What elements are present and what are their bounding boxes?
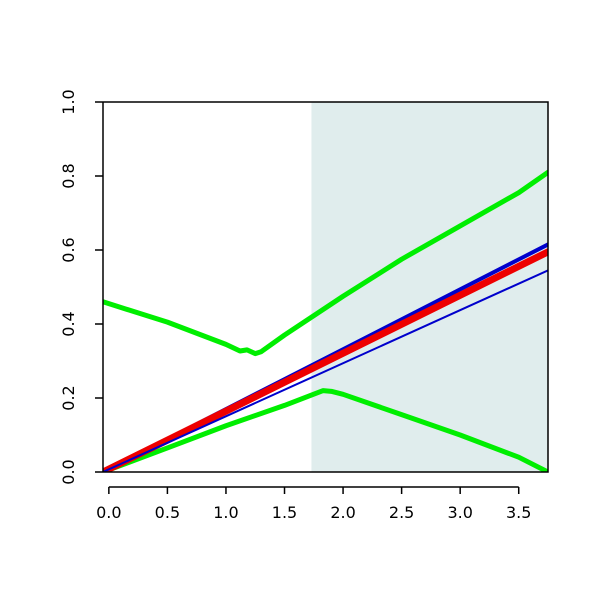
series-line-5 — [103, 269, 548, 472]
y-tick-label: 0.6 — [59, 237, 78, 262]
x-tick-label: 1.0 — [213, 503, 238, 522]
x-tick-label: 3.5 — [506, 503, 531, 522]
y-tick-label: 0.8 — [59, 163, 78, 188]
axis-layer: 0.0 0.5 1.0 1.5 2.0 2.5 3.0 3.5 0.0 0.2 0.4 0.6 0.8 1… — [59, 89, 549, 522]
x-tick-label: 2.0 — [330, 503, 355, 522]
shaded-region-layer — [311, 102, 548, 472]
y-tick-label: 1.0 — [59, 89, 78, 114]
x-tick-label: 0.5 — [155, 503, 180, 522]
x-tick-label: 0.0 — [96, 503, 121, 522]
x-tick-label: 1.5 — [272, 503, 297, 522]
series-line-1 — [103, 169, 548, 357]
y-tick-label: 0.4 — [59, 311, 78, 336]
series-line-2 — [103, 388, 548, 472]
y-tick-label: 0.2 — [59, 385, 78, 410]
x-tick-label: 3.0 — [447, 503, 472, 522]
series-line-4 — [103, 248, 548, 472]
shaded-region — [311, 102, 548, 472]
plot-frame — [103, 101, 549, 473]
x-tick-label: 2.5 — [389, 503, 414, 522]
y-tick-label: 0.0 — [59, 459, 78, 484]
series-layer — [103, 169, 548, 472]
